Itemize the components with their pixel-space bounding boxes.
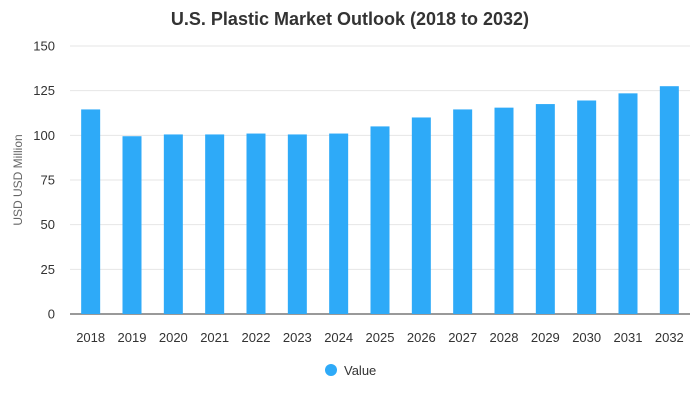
bar-2031[interactable] <box>618 93 638 314</box>
x-tick-label: 2030 <box>572 330 601 345</box>
bar-2018[interactable] <box>81 109 101 314</box>
y-tick-label: 50 <box>41 217 55 232</box>
bar-2027[interactable] <box>453 109 473 314</box>
x-tick-label: 2027 <box>448 330 477 345</box>
x-tick-label: 2021 <box>200 330 229 345</box>
x-tick-label: 2029 <box>531 330 560 345</box>
y-tick-label: 0 <box>48 307 55 322</box>
x-tick-label: 2024 <box>324 330 353 345</box>
bar-2024[interactable] <box>329 133 349 314</box>
y-tick-label: 100 <box>33 128 55 143</box>
bar-2026[interactable] <box>411 117 431 314</box>
x-tick-label: 2023 <box>283 330 312 345</box>
x-axis: 2018 2019 2020 2021 2022 2023 2024 2025 2026 2027… <box>76 330 684 345</box>
y-tick-label: 150 <box>33 39 55 54</box>
bar-2022[interactable] <box>246 133 266 314</box>
bar-2029[interactable] <box>535 104 555 314</box>
bar-2025[interactable] <box>370 126 390 315</box>
legend-marker <box>325 364 337 376</box>
bar-2023[interactable] <box>287 134 307 314</box>
x-tick-label: 2032 <box>655 330 684 345</box>
bar-2028[interactable] <box>494 107 514 314</box>
x-tick-label: 2018 <box>76 330 105 345</box>
bar-2032[interactable] <box>659 86 679 314</box>
bar-2021[interactable] <box>205 134 225 314</box>
chart-title: U.S. Plastic Market Outlook (2018 to 203… <box>171 9 529 29</box>
x-tick-label: 2025 <box>366 330 395 345</box>
bar-series <box>81 86 679 315</box>
bar-2030[interactable] <box>577 100 597 314</box>
x-tick-label: 2019 <box>118 330 147 345</box>
x-tick-label: 2028 <box>490 330 519 345</box>
y-axis: 0 25 50 75 100 125 150 <box>33 39 55 322</box>
bar-2019[interactable] <box>122 136 142 314</box>
x-tick-label: 2031 <box>614 330 643 345</box>
x-tick-label: 2022 <box>242 330 271 345</box>
legend-label-value: Value <box>344 363 376 378</box>
x-tick-label: 2020 <box>159 330 188 345</box>
y-axis-label: USD USD Million <box>11 134 25 225</box>
y-tick-label: 25 <box>41 262 55 277</box>
legend[interactable]: Value <box>325 363 376 378</box>
bar-2020[interactable] <box>163 134 183 314</box>
y-tick-label: 75 <box>41 173 55 188</box>
y-tick-label: 125 <box>33 83 55 98</box>
x-tick-label: 2026 <box>407 330 436 345</box>
